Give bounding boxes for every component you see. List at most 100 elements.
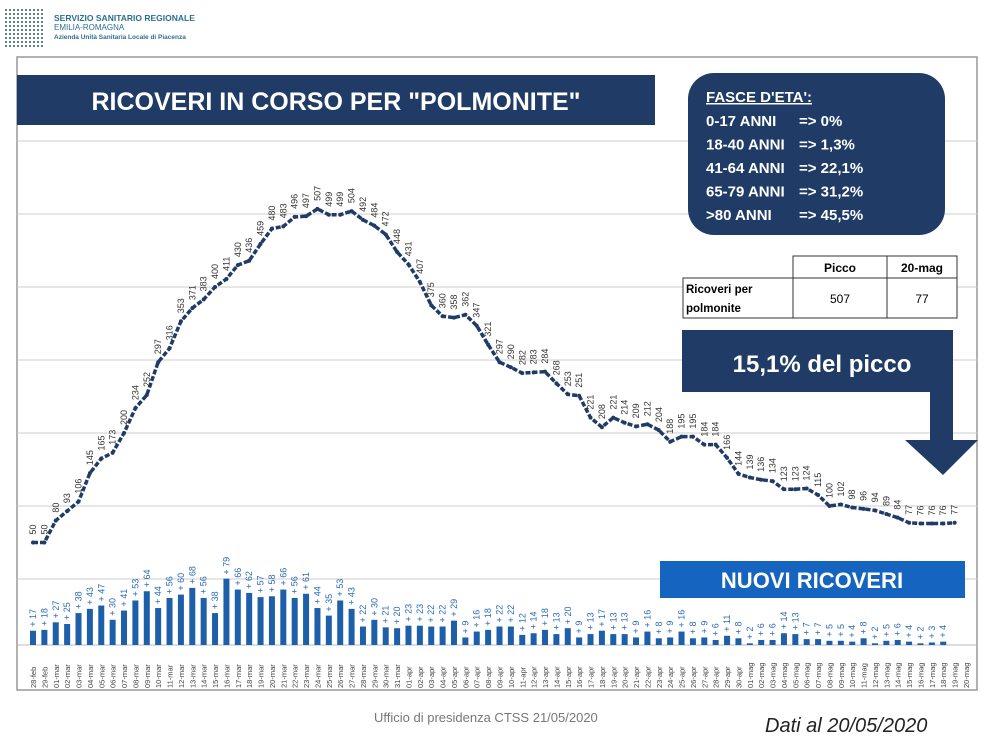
bar-label: + 22	[358, 605, 368, 623]
age-percent: => 31,2%	[799, 184, 863, 201]
line-point	[42, 540, 47, 545]
bar-label: + 66	[233, 568, 243, 586]
line-label: 353	[176, 298, 186, 313]
line-label: 166	[722, 435, 732, 450]
bar-label: + 53	[335, 579, 345, 597]
bar	[621, 634, 628, 645]
bar	[553, 634, 560, 645]
bar	[780, 633, 787, 645]
x-tick-label: 16-mag	[916, 663, 925, 688]
line-point	[634, 424, 639, 429]
line-label: 459	[256, 221, 266, 236]
bar-label: + 12	[517, 613, 527, 631]
bar	[473, 631, 480, 645]
x-tick-label: 02-apr	[416, 666, 425, 688]
line-point	[463, 312, 468, 317]
bar-label: + 56	[165, 576, 175, 594]
x-tick-label: 12-mag	[871, 663, 880, 688]
line-label: 77	[950, 505, 960, 515]
bar-label: + 23	[403, 604, 413, 622]
bar-label: + 14	[529, 611, 539, 629]
line-point	[531, 370, 536, 375]
line-label: 436	[244, 238, 254, 253]
bar	[30, 630, 36, 645]
line-point	[827, 504, 832, 508]
line-label: 375	[426, 282, 436, 297]
line-label: 204	[654, 407, 664, 422]
line-label: 360	[438, 293, 448, 308]
line-point	[599, 425, 604, 430]
x-tick-label: 18-apr	[598, 666, 607, 688]
bar	[98, 605, 105, 645]
line-label: 173	[108, 430, 118, 445]
bar	[485, 629, 492, 645]
bar-label: + 8	[859, 622, 869, 635]
bar-label: + 8	[733, 622, 743, 635]
bar-label: + 5	[824, 624, 834, 637]
bar	[735, 638, 742, 645]
line-point	[122, 431, 127, 435]
bar	[530, 633, 537, 645]
bar	[155, 608, 162, 645]
logo-mark	[4, 8, 44, 48]
bar	[576, 637, 583, 645]
bar-label: + 44	[153, 586, 163, 604]
line-label: 297	[495, 339, 505, 354]
x-tick-label: 06-mar	[109, 664, 118, 688]
line-point	[417, 279, 422, 284]
table-row	[682, 277, 958, 319]
x-tick-label: 06-apr	[461, 666, 470, 688]
x-tick-label: 10-mag	[848, 663, 857, 688]
x-tick-label: 21-apr	[632, 666, 641, 688]
bar-label: + 79	[221, 557, 231, 575]
x-tick-label: 25-apr	[678, 666, 687, 688]
bar	[325, 615, 332, 645]
line-point	[258, 241, 263, 246]
bar-label: + 9	[699, 621, 709, 634]
line-point	[201, 297, 206, 302]
x-tick-label: 20-mag	[962, 663, 971, 688]
bar-label: + 2	[915, 627, 925, 640]
bar	[633, 637, 640, 645]
x-tick-label: 10-mar	[154, 664, 163, 688]
x-tick-label: 10-apr	[507, 666, 516, 688]
x-tick-label: 08-apr	[484, 666, 493, 688]
line-label: 347	[472, 303, 482, 318]
line-label: 144	[733, 451, 743, 466]
line-label: 200	[119, 410, 129, 425]
x-tick-label: 01-mag	[746, 663, 755, 688]
line-point	[497, 360, 502, 365]
bar	[189, 587, 196, 645]
line-point	[793, 487, 798, 492]
line-point	[87, 471, 92, 476]
line-point	[338, 212, 343, 217]
bar	[212, 613, 219, 645]
bar	[519, 634, 526, 645]
line-point	[736, 471, 741, 476]
bar-label: + 2	[745, 627, 755, 640]
line-point	[554, 381, 559, 386]
line-point	[588, 415, 593, 420]
line-point	[781, 487, 786, 492]
bar-label: + 5	[836, 624, 846, 637]
bar-label: + 38	[74, 591, 84, 609]
bar-label: + 47	[96, 584, 106, 602]
bar	[405, 625, 412, 645]
age-range: 65-79 ANNI	[706, 184, 785, 201]
line-point	[816, 493, 821, 498]
x-tick-label: 11-mag	[860, 663, 869, 688]
line-label: 297	[153, 339, 163, 354]
line-label: 400	[210, 264, 220, 279]
line-label: 448	[392, 229, 402, 244]
line-point	[360, 217, 365, 222]
x-tick-label: 01-mar	[52, 664, 61, 688]
line-label: 484	[369, 203, 379, 218]
bar	[303, 593, 310, 645]
line-label: 94	[870, 492, 880, 502]
line-label: 134	[768, 458, 778, 473]
bar-label: + 6	[893, 623, 903, 636]
x-tick-label: 28-apr	[712, 666, 721, 688]
x-tick-label: 09-mar	[143, 664, 152, 688]
bar-label: + 17	[28, 609, 38, 627]
line-point	[156, 360, 161, 365]
